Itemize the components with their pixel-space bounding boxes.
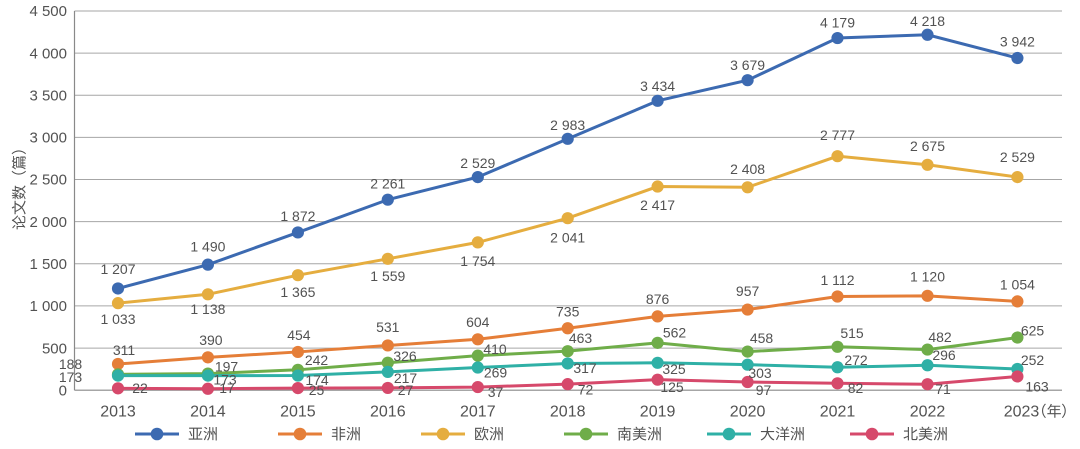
- svg-text:2021: 2021: [820, 404, 856, 421]
- svg-text:71: 71: [935, 381, 951, 397]
- svg-text:625: 625: [1021, 323, 1045, 339]
- svg-text:531: 531: [376, 319, 400, 335]
- svg-text:562: 562: [663, 325, 687, 341]
- svg-text:2 408: 2 408: [730, 161, 765, 177]
- svg-text:2020: 2020: [730, 404, 766, 421]
- svg-text:515: 515: [840, 325, 864, 341]
- svg-text:1 054: 1 054: [1000, 276, 1035, 292]
- svg-text:957: 957: [736, 283, 760, 299]
- svg-text:269: 269: [484, 365, 508, 381]
- svg-text:1 207: 1 207: [100, 261, 135, 277]
- svg-text:1 872: 1 872: [280, 208, 315, 224]
- svg-text:37: 37: [488, 384, 504, 400]
- svg-text:1 754: 1 754: [460, 253, 495, 269]
- svg-text:311: 311: [113, 342, 136, 358]
- svg-text:163: 163: [1025, 379, 1049, 395]
- svg-text:4 500: 4 500: [29, 3, 67, 20]
- svg-text:2015: 2015: [280, 404, 316, 421]
- svg-text:242: 242: [305, 352, 329, 368]
- svg-text:1 120: 1 120: [910, 269, 945, 285]
- svg-text:1 112: 1 112: [821, 272, 855, 288]
- svg-text:604: 604: [466, 314, 490, 330]
- svg-text:2 777: 2 777: [820, 127, 855, 143]
- svg-text:4 179: 4 179: [820, 14, 855, 30]
- svg-text:252: 252: [1021, 352, 1045, 368]
- svg-text:2022: 2022: [910, 404, 946, 421]
- svg-text:125: 125: [660, 379, 684, 395]
- svg-text:735: 735: [556, 304, 580, 320]
- svg-text:2013: 2013: [100, 404, 136, 421]
- svg-text:4 000: 4 000: [29, 45, 67, 62]
- svg-text:17: 17: [219, 380, 235, 396]
- svg-text:2019: 2019: [640, 404, 676, 421]
- svg-text:326: 326: [393, 348, 417, 364]
- svg-text:1 033: 1 033: [100, 311, 135, 327]
- svg-text:2 983: 2 983: [550, 117, 585, 133]
- svg-text:1 138: 1 138: [190, 301, 225, 317]
- svg-text:2014: 2014: [190, 404, 226, 421]
- svg-text:3 434: 3 434: [640, 78, 675, 94]
- svg-text:3 679: 3 679: [730, 57, 765, 73]
- svg-text:325: 325: [662, 361, 686, 377]
- svg-text:463: 463: [569, 330, 593, 346]
- svg-text:1 500: 1 500: [29, 256, 67, 273]
- svg-text:173: 173: [59, 369, 83, 385]
- svg-text:2 261: 2 261: [370, 176, 405, 192]
- svg-text:410: 410: [483, 341, 507, 357]
- svg-text:458: 458: [750, 330, 774, 346]
- svg-text:1 559: 1 559: [370, 268, 405, 284]
- svg-text:82: 82: [848, 380, 864, 396]
- svg-text:97: 97: [756, 382, 772, 398]
- svg-text:174: 174: [305, 372, 329, 388]
- svg-text:2018: 2018: [550, 404, 586, 421]
- svg-text:22: 22: [132, 380, 148, 396]
- svg-text:390: 390: [199, 332, 223, 348]
- svg-text:3 000: 3 000: [29, 130, 67, 147]
- svg-text:2 417: 2 417: [640, 197, 675, 213]
- svg-text:500: 500: [42, 340, 67, 357]
- svg-text:217: 217: [394, 370, 418, 386]
- svg-text:482: 482: [928, 329, 952, 345]
- svg-text:2017: 2017: [460, 404, 496, 421]
- svg-text:3 500: 3 500: [29, 88, 67, 105]
- svg-text:2 000: 2 000: [29, 214, 67, 231]
- svg-text:876: 876: [646, 291, 670, 307]
- svg-text:1 365: 1 365: [280, 284, 315, 300]
- svg-text:1 000: 1 000: [29, 298, 67, 315]
- svg-text:27: 27: [398, 382, 414, 398]
- svg-text:303: 303: [748, 365, 772, 381]
- svg-text:25: 25: [309, 382, 325, 398]
- svg-text:296: 296: [932, 347, 956, 363]
- svg-text:2016: 2016: [370, 404, 406, 421]
- svg-text:2 529: 2 529: [1000, 149, 1035, 165]
- svg-text:3 942: 3 942: [1000, 34, 1035, 50]
- svg-text:2023: 2023: [1004, 404, 1040, 421]
- svg-text:2 675: 2 675: [910, 138, 945, 154]
- svg-text:173: 173: [213, 372, 237, 388]
- svg-text:317: 317: [573, 360, 597, 376]
- svg-text:72: 72: [578, 382, 594, 398]
- svg-text:188: 188: [59, 356, 83, 372]
- svg-text:0: 0: [59, 382, 67, 399]
- svg-text:2 529: 2 529: [460, 155, 495, 171]
- svg-text:2 500: 2 500: [29, 172, 67, 189]
- svg-text:2 041: 2 041: [550, 229, 585, 245]
- svg-text:197: 197: [215, 359, 239, 375]
- svg-text:4 218: 4 218: [910, 13, 945, 29]
- svg-text:1 490: 1 490: [190, 239, 225, 255]
- svg-text:272: 272: [844, 352, 868, 368]
- svg-text:454: 454: [287, 327, 311, 343]
